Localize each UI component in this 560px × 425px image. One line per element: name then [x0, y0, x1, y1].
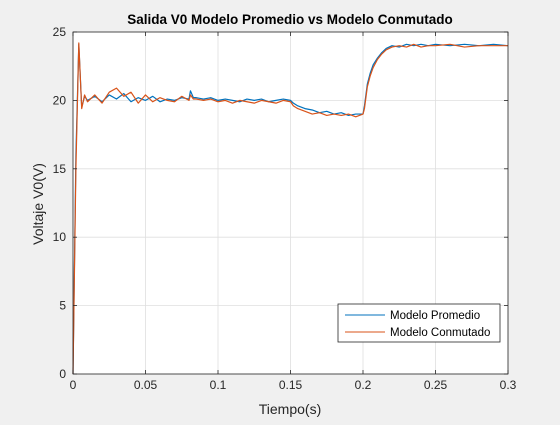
- legend-label-series-2: Modelo Conmutado: [390, 327, 490, 339]
- legend-label-series-1: Modelo Promedio: [390, 310, 480, 322]
- x-tick-label: 0: [70, 378, 77, 392]
- x-axis-label: Tiempo(s): [259, 401, 322, 417]
- x-tick-label: 0.2: [355, 378, 372, 392]
- y-tick-label: 15: [53, 162, 67, 176]
- x-tick-label: 0.15: [279, 378, 303, 392]
- y-tick-label: 0: [59, 367, 66, 381]
- y-tick-label: 20: [53, 93, 67, 107]
- x-tick-label: 0.25: [424, 378, 448, 392]
- legend[interactable]: Modelo Promedio Modelo Conmutado: [338, 304, 500, 342]
- chart-title: Salida V0 Modelo Promedio vs Modelo Conm…: [127, 12, 453, 27]
- y-tick-label: 25: [53, 25, 67, 39]
- x-tick-label: 0.1: [210, 378, 227, 392]
- y-axis-label: Voltaje V0(V): [30, 163, 46, 245]
- x-tick-label: 0.3: [500, 378, 517, 392]
- x-tick-label: 0.05: [134, 378, 158, 392]
- y-tick-label: 10: [53, 230, 67, 244]
- y-tick-label: 5: [59, 299, 66, 313]
